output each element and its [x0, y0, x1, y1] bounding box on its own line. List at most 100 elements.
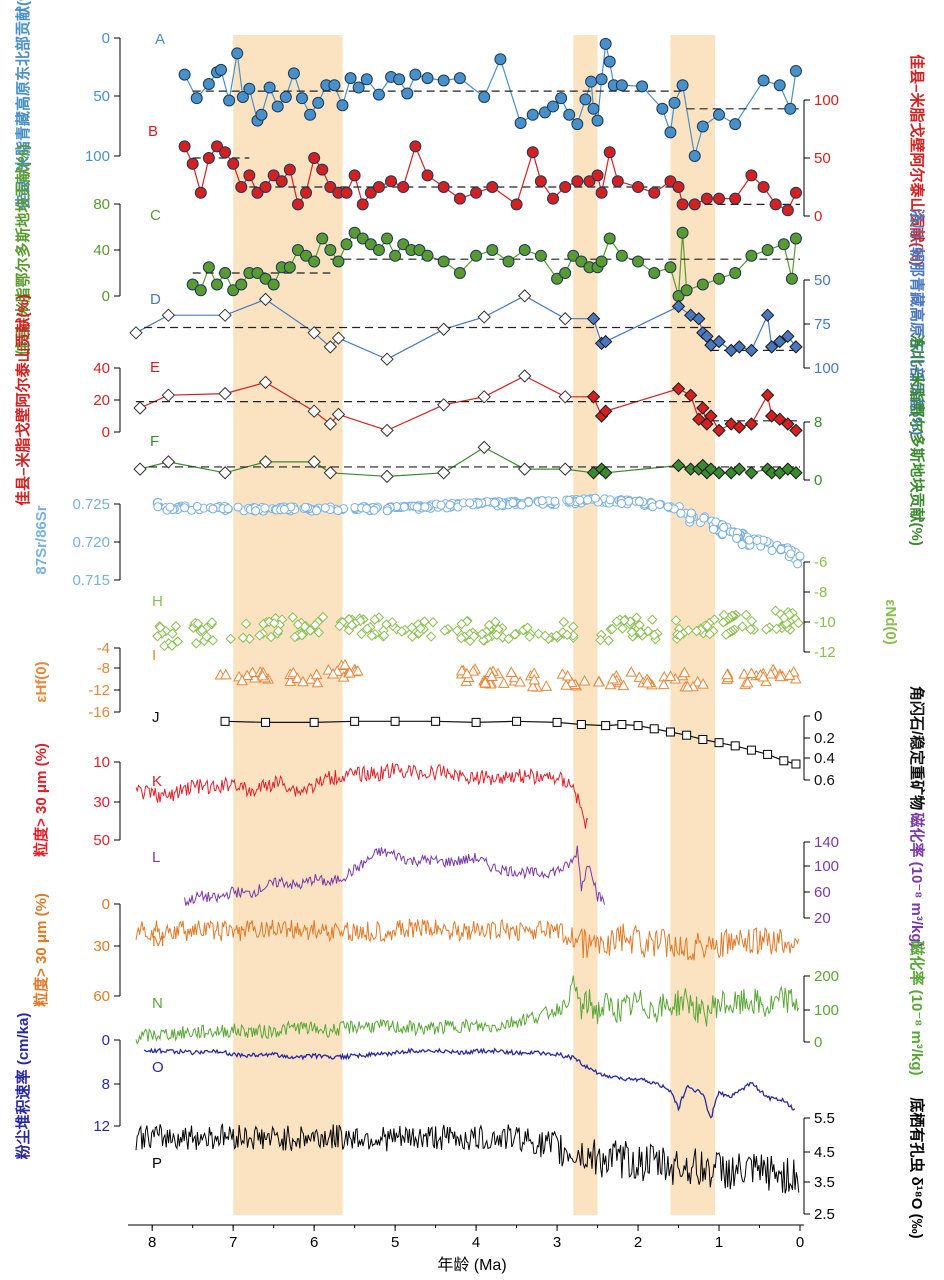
x-tick-label: 0 [796, 1234, 804, 1251]
y-tick-label: 100 [814, 360, 839, 377]
y-tick-label: -12 [814, 644, 836, 661]
data-point [490, 498, 500, 508]
data-point [258, 375, 273, 390]
data-point [218, 308, 232, 322]
data-point [692, 312, 706, 326]
data-point [155, 622, 166, 633]
data-point [233, 502, 243, 512]
data-point [287, 666, 300, 678]
data-point [559, 181, 572, 193]
data-point [172, 636, 183, 647]
data-point [260, 503, 270, 513]
data-point [364, 238, 377, 251]
data-point [378, 630, 390, 641]
panel-label: I [152, 647, 156, 664]
data-point [372, 244, 385, 256]
data-point [397, 181, 410, 193]
data-point [437, 74, 450, 87]
data-point [186, 278, 199, 291]
data-point [635, 627, 646, 638]
data-point [208, 504, 218, 514]
data-point [465, 498, 475, 508]
panel-label: M [152, 933, 165, 950]
data-point [456, 618, 467, 630]
y-axis-label: 87Sr/86Sr [33, 505, 50, 574]
data-point [704, 628, 715, 640]
y-tick-label: 0 [814, 472, 822, 489]
data-point [512, 716, 522, 726]
y-tick-label: 0.2 [814, 730, 835, 747]
data-point [356, 232, 369, 245]
data-point [778, 612, 790, 624]
data-point [161, 308, 176, 322]
data-point [427, 617, 439, 628]
data-point [166, 640, 178, 651]
data-point [372, 181, 385, 193]
data-point [340, 186, 353, 199]
y-tick-label: 0 [102, 30, 110, 47]
y-tick-label: -8 [97, 660, 110, 677]
x-tick-label: 5 [391, 1234, 399, 1251]
data-point [720, 629, 732, 640]
data-point [558, 390, 572, 404]
data-point [317, 611, 329, 623]
data-point [648, 186, 661, 199]
y-tick-label: 50 [814, 272, 831, 289]
data-point [714, 738, 724, 748]
data-point [256, 669, 269, 681]
data-point [366, 630, 378, 641]
y-tick-label: -6 [814, 554, 827, 571]
data-point [275, 175, 288, 188]
data-point [362, 504, 372, 514]
data-point [316, 232, 329, 245]
data-point [436, 500, 446, 510]
data-point [485, 670, 498, 682]
data-point [153, 502, 163, 512]
y-tick-label: 4.5 [814, 1144, 835, 1161]
data-point [307, 404, 321, 418]
data-point [206, 617, 218, 628]
data-point [674, 630, 686, 641]
data-point [671, 382, 686, 396]
data-point [729, 267, 742, 279]
data-point [560, 679, 572, 690]
data-point [323, 340, 338, 354]
data-point [401, 87, 414, 100]
data-point [372, 88, 385, 101]
data-point [509, 629, 521, 640]
data-point [664, 670, 677, 681]
data-point [709, 614, 720, 625]
data-point [393, 73, 406, 86]
data-point [445, 500, 455, 510]
data-point [307, 455, 321, 469]
data-point [757, 670, 770, 682]
data-point [133, 401, 147, 415]
data-point [333, 506, 343, 516]
data-point [744, 343, 759, 358]
data-point [246, 666, 259, 678]
y-axis-label: 佳县–米脂鄂尔多斯地块贡献(%) [14, 144, 32, 356]
y-tick-label: 80 [93, 196, 110, 213]
data-point [165, 502, 175, 512]
data-point [571, 175, 584, 188]
y-tick-label: 0.720 [72, 534, 110, 551]
data-point [380, 469, 394, 484]
x-tick-label: 2 [634, 1234, 642, 1251]
data-point [219, 668, 232, 680]
data-point [688, 150, 701, 162]
data-point [289, 631, 301, 643]
y-axis-label: 粒度> 30 μm (%) [32, 743, 50, 857]
y-tick-label: 0 [814, 708, 822, 725]
data-point [773, 412, 787, 426]
panel-label: K [152, 773, 162, 790]
data-point [202, 152, 215, 164]
y-axis-label: εNd(0) [882, 599, 899, 644]
data-point [331, 407, 346, 422]
y-tick-label: 50 [93, 832, 110, 849]
data-point [764, 409, 779, 423]
data-point [237, 632, 249, 643]
highlight-band [573, 35, 598, 1215]
data-point [547, 192, 560, 205]
